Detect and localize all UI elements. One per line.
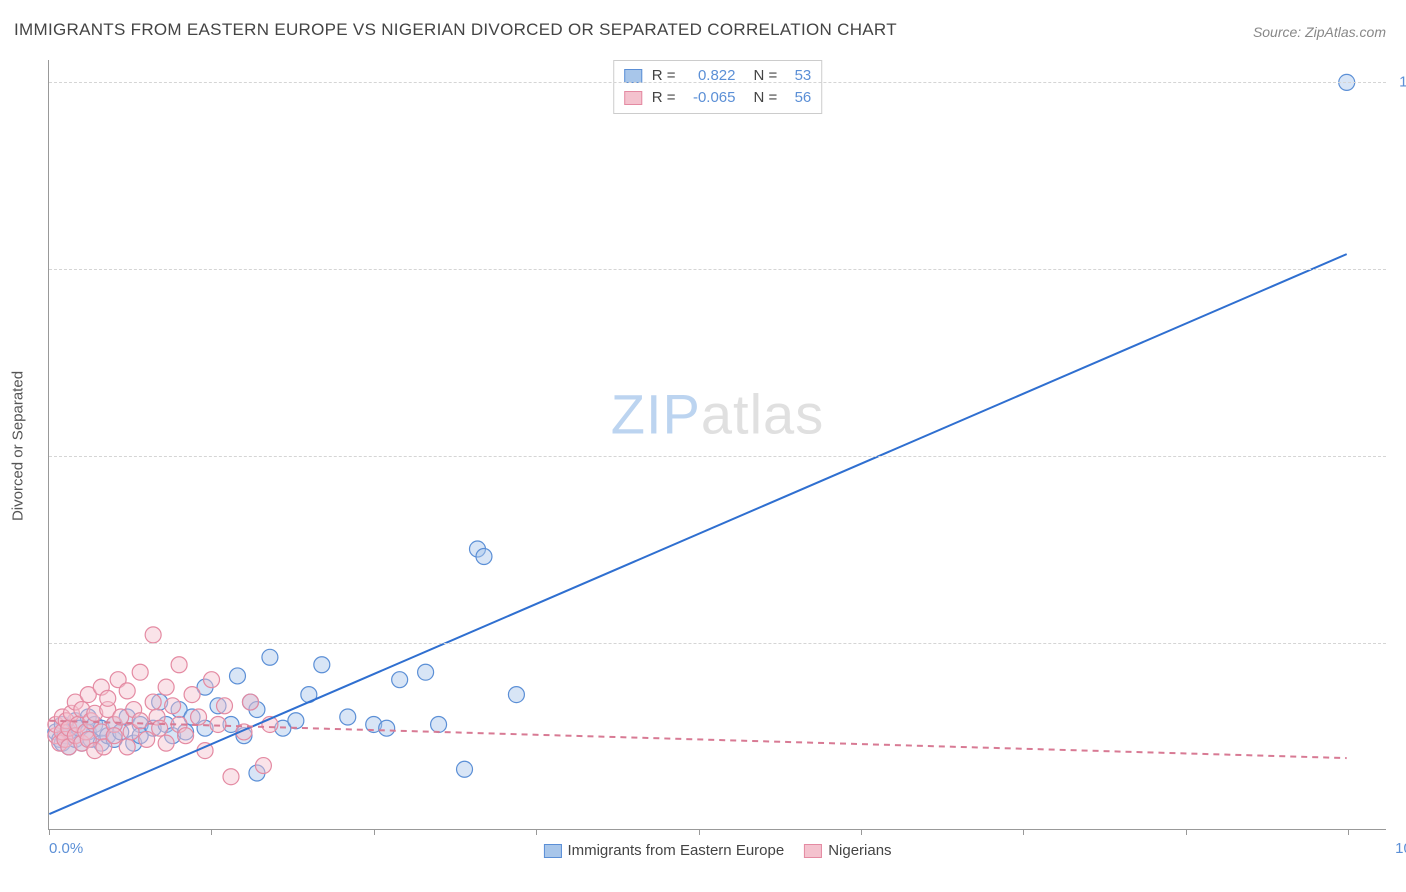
scatter-point bbox=[457, 761, 473, 777]
x-tick bbox=[1023, 829, 1024, 835]
grid-line bbox=[49, 643, 1386, 644]
scatter-point bbox=[204, 672, 220, 688]
legend-row: R = 0.822 N =53 bbox=[624, 65, 812, 87]
scatter-point bbox=[210, 716, 226, 732]
x-tick bbox=[1348, 829, 1349, 835]
scatter-point bbox=[314, 657, 330, 673]
legend-r-label: R = bbox=[652, 87, 676, 109]
source-name: ZipAtlas.com bbox=[1305, 24, 1386, 40]
scatter-point bbox=[229, 668, 245, 684]
scatter-point bbox=[184, 687, 200, 703]
legend-n-label: N = bbox=[754, 87, 778, 109]
legend-swatch bbox=[804, 844, 822, 858]
scatter-point bbox=[165, 698, 181, 714]
legend-swatch bbox=[624, 91, 642, 105]
series-legend-item: Immigrants from Eastern Europe bbox=[543, 842, 784, 859]
scatter-svg bbox=[49, 60, 1386, 829]
scatter-point bbox=[145, 627, 161, 643]
scatter-point bbox=[158, 735, 174, 751]
scatter-point bbox=[178, 728, 194, 744]
scatter-point bbox=[217, 698, 233, 714]
scatter-point bbox=[119, 683, 135, 699]
source-prefix: Source: bbox=[1253, 24, 1305, 40]
legend-swatch bbox=[624, 69, 642, 83]
scatter-point bbox=[242, 694, 258, 710]
scatter-point bbox=[171, 657, 187, 673]
legend-r-label: R = bbox=[652, 65, 676, 87]
correlation-legend: R = 0.822 N =53 R = -0.065 N =56 bbox=[613, 60, 823, 114]
scatter-point bbox=[191, 709, 207, 725]
series-legend-item: Nigerians bbox=[804, 842, 891, 859]
grid-line bbox=[49, 456, 1386, 457]
x-tick bbox=[1186, 829, 1187, 835]
scatter-point bbox=[132, 664, 148, 680]
scatter-point bbox=[106, 728, 122, 744]
scatter-point bbox=[132, 713, 148, 729]
plot-area: ZIPatlas R =0.822N =53R =-0.065N =56 0.0… bbox=[48, 60, 1386, 830]
scatter-point bbox=[508, 687, 524, 703]
x-tick bbox=[861, 829, 862, 835]
series-legend: Immigrants from Eastern Europe Nigerians bbox=[543, 842, 891, 859]
series-legend-label: Immigrants from Eastern Europe bbox=[567, 842, 784, 859]
series-legend-label: Nigerians bbox=[828, 842, 891, 859]
scatter-point bbox=[223, 769, 239, 785]
x-axis-max-label: 100.0% bbox=[1395, 840, 1406, 857]
scatter-point bbox=[379, 720, 395, 736]
scatter-point bbox=[145, 694, 161, 710]
x-tick bbox=[699, 829, 700, 835]
x-axis-min-label: 0.0% bbox=[49, 840, 83, 857]
y-axis-label: Divorced or Separated bbox=[10, 371, 27, 521]
scatter-point bbox=[255, 758, 271, 774]
scatter-point bbox=[288, 713, 304, 729]
scatter-point bbox=[152, 720, 168, 736]
scatter-point bbox=[431, 716, 447, 732]
x-tick bbox=[49, 829, 50, 835]
scatter-point bbox=[418, 664, 434, 680]
grid-line bbox=[49, 82, 1386, 83]
scatter-point bbox=[139, 731, 155, 747]
x-tick bbox=[211, 829, 212, 835]
scatter-point bbox=[158, 679, 174, 695]
scatter-point bbox=[392, 672, 408, 688]
scatter-point bbox=[340, 709, 356, 725]
scatter-point bbox=[476, 549, 492, 565]
legend-swatch bbox=[543, 844, 561, 858]
source-attribution: Source: ZipAtlas.com bbox=[1253, 24, 1386, 40]
scatter-point bbox=[119, 739, 135, 755]
x-tick bbox=[536, 829, 537, 835]
legend-row: R = -0.065 N =56 bbox=[624, 87, 812, 109]
y-tick-label: 100.0% bbox=[1399, 74, 1406, 91]
grid-line bbox=[49, 269, 1386, 270]
scatter-point bbox=[262, 649, 278, 665]
legend-r-value: -0.065 bbox=[682, 87, 736, 109]
legend-r-value: 0.822 bbox=[682, 65, 736, 87]
chart-title: IMMIGRANTS FROM EASTERN EUROPE VS NIGERI… bbox=[14, 20, 897, 40]
x-tick bbox=[374, 829, 375, 835]
legend-n-label: N = bbox=[754, 65, 778, 87]
legend-n-value: 56 bbox=[783, 87, 811, 109]
regression-line bbox=[49, 254, 1346, 814]
scatter-point bbox=[100, 690, 116, 706]
legend-n-value: 53 bbox=[783, 65, 811, 87]
